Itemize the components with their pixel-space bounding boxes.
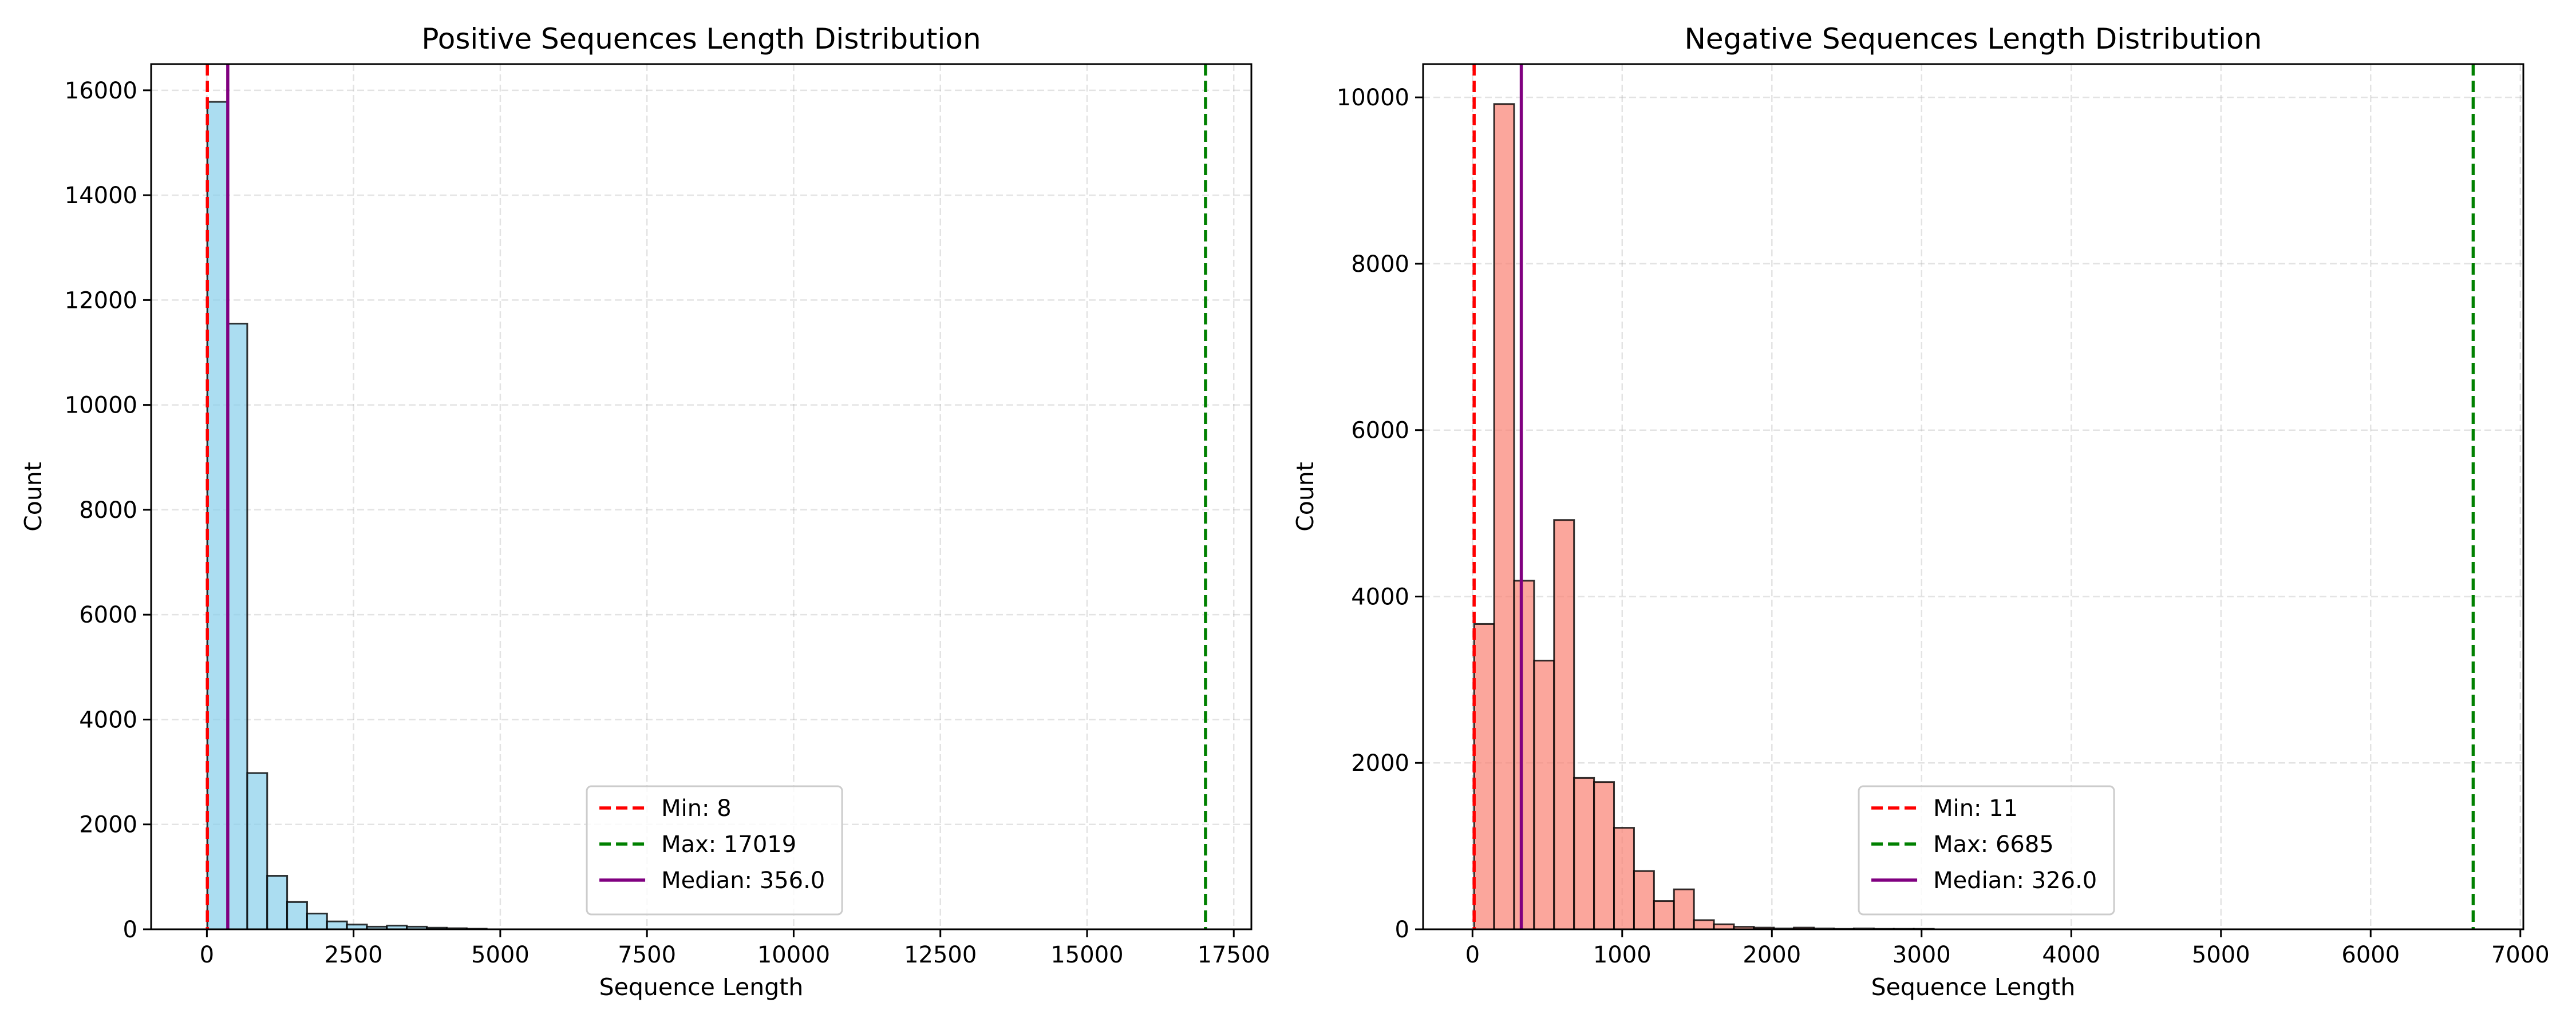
chart-1: 0 2500 5000 7500 10000 12500 15000 17500 0 2000 40…	[19, 22, 1270, 1001]
x-tick-label: 7000	[2491, 942, 2550, 968]
x-tick-label: 17500	[1198, 942, 1270, 968]
histogram-bar	[1593, 781, 1615, 930]
x-tick-label: 1000	[1593, 942, 1652, 968]
y-tick-label: 2000	[79, 812, 137, 838]
y-tick-label: 10000	[1337, 85, 1409, 111]
legend-entry-label: Min: 8	[661, 795, 732, 822]
legend-box	[1858, 785, 2115, 916]
y-tick-label: 4000	[79, 707, 137, 733]
y-tick-label: 2000	[1351, 750, 1409, 777]
histogram-bar	[206, 101, 228, 930]
y-tick-label: 14000	[65, 183, 137, 209]
x-tick-label: 2000	[1743, 942, 1801, 968]
histogram-bar	[1693, 919, 1715, 930]
legend-box	[586, 785, 843, 916]
histogram-bar	[286, 901, 308, 930]
y-tick-label: 6000	[79, 602, 137, 628]
histogram-bar	[1513, 580, 1535, 930]
y-tick-label: 8000	[79, 497, 137, 524]
x-tick-label: 0	[1465, 942, 1480, 968]
y-tick-label: 16000	[65, 78, 137, 104]
legend: Min: 8 Max: 17019 Median: 356.0	[586, 785, 843, 916]
y-tick-label: 8000	[1351, 251, 1409, 278]
x-tick-label: 5000	[2192, 942, 2250, 968]
plot-frame	[150, 63, 1253, 930]
legend-entry-label: Min: 11	[1933, 795, 2018, 822]
x-axis-label: Sequence Length	[1871, 973, 2076, 1001]
y-tick-label: 0	[123, 917, 137, 943]
histogram-bar	[306, 913, 328, 930]
y-tick-label: 10000	[65, 393, 137, 419]
x-tick-label: 15000	[1050, 942, 1123, 968]
histogram-bar	[1613, 827, 1635, 930]
x-tick-label: 5000	[471, 942, 530, 968]
chart-title: Positive Sequences Length Distribution	[421, 22, 981, 56]
legend-entry-label: Median: 326.0	[1933, 867, 2097, 894]
x-tick-label: 3000	[1893, 942, 1951, 968]
histogram-bar	[246, 772, 268, 930]
histogram-bar	[1653, 900, 1675, 930]
histogram-bar	[1673, 888, 1695, 930]
chart-title: Negative Sequences Length Distribution	[1685, 22, 2262, 56]
legend-entry-label: Median: 356.0	[661, 867, 825, 894]
x-tick-label: 7500	[618, 942, 676, 968]
y-axis-label: Count	[19, 462, 47, 532]
x-tick-label: 0	[200, 942, 214, 968]
histogram-bar	[226, 323, 248, 930]
histogram-bar	[1553, 519, 1575, 930]
y-axis-label: Count	[1291, 462, 1319, 532]
histogram-bar	[326, 920, 348, 930]
histogram-bar	[1573, 777, 1595, 930]
x-tick-label: 6000	[2341, 942, 2400, 968]
x-tick-label: 10000	[757, 942, 830, 968]
x-axis-label: Sequence Length	[599, 973, 804, 1001]
x-tick-label: 12500	[904, 942, 977, 968]
histogram-bar	[1493, 103, 1515, 930]
histogram-bar	[266, 875, 289, 930]
y-tick-label: 6000	[1351, 418, 1409, 444]
legend-entry-label: Max: 17019	[661, 831, 796, 858]
legend-entry-label: Max: 6685	[1933, 831, 2054, 858]
y-tick-label: 0	[1395, 917, 1409, 943]
x-tick-label: 4000	[2042, 942, 2100, 968]
histogram-bar	[1533, 659, 1555, 930]
y-tick-label: 4000	[1351, 584, 1409, 610]
chart-2: 0 1000 2000 3000 4000 5000 6000 7000 0 2000 4000 60…	[1291, 22, 2550, 1001]
histogram-bar	[1633, 870, 1655, 930]
histogram-bar	[1473, 623, 1495, 930]
x-tick-label: 2500	[325, 942, 383, 968]
legend: Min: 11 Max: 6685 Median: 326.0	[1858, 785, 2115, 916]
y-tick-label: 12000	[65, 287, 137, 314]
plot-frame	[1422, 63, 2524, 930]
